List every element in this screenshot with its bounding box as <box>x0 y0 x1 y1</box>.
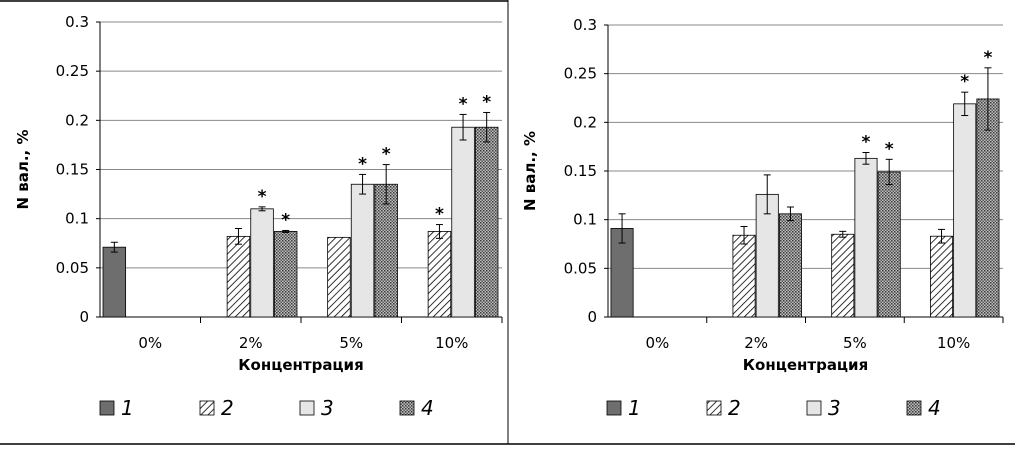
legend-swatch-4 <box>906 400 922 416</box>
significance-mark: * <box>482 92 491 112</box>
x-tick-label: 10% <box>937 334 970 352</box>
legend-swatch-1 <box>99 400 115 416</box>
y-tick-label: 0 <box>79 308 89 326</box>
x-tick-label: 5% <box>339 334 363 352</box>
y-tick-label: 0.1 <box>65 210 89 228</box>
significance-mark: * <box>885 139 894 159</box>
y-tick-label: 0.05 <box>56 259 89 277</box>
legend-label-3: 3 <box>321 396 334 420</box>
bar-series-2 <box>226 235 251 318</box>
significance-mark: * <box>382 145 391 165</box>
x-tick-label: 2% <box>744 334 768 352</box>
x-axis-title: Концентрация <box>743 356 868 374</box>
legend-label-1: 1 <box>121 396 134 420</box>
bar-series-4 <box>273 231 298 318</box>
significance-mark: * <box>258 187 267 207</box>
significance-mark: * <box>281 210 290 230</box>
chart-panel-1: 0 0.05 0.1 0.15 0.2 0.25 0.3 0% 2% 5% 10% * * * * * * * N … <box>14 13 503 420</box>
significance-mark: * <box>862 133 871 153</box>
legend-label-1: 1 <box>628 396 641 420</box>
legend-swatch-2 <box>199 400 215 416</box>
y-tick-label: 0.25 <box>564 65 597 83</box>
y-tick-label: 0.15 <box>56 161 89 179</box>
y-tick-label: 0.3 <box>65 13 89 31</box>
legend-label-2: 2 <box>221 396 234 420</box>
y-axis-title: N вал., % <box>14 129 32 209</box>
bar-series-4 <box>778 213 802 318</box>
x-tick-label: 2% <box>239 334 263 352</box>
legend: 1 2 3 4 <box>606 396 941 420</box>
legend-label-4: 4 <box>421 396 434 420</box>
legend-swatch-4 <box>399 400 415 416</box>
bar-series-2 <box>831 233 855 318</box>
x-tick-label: 0% <box>645 334 669 352</box>
significance-mark: * <box>960 72 969 92</box>
y-tick-label: 0.25 <box>56 62 89 80</box>
bar-series-2 <box>327 236 351 318</box>
significance-mark: * <box>435 205 444 225</box>
bar-series-2 <box>732 234 756 318</box>
bar-series-3 <box>451 126 475 318</box>
y-tick-label: 0.2 <box>573 113 597 131</box>
x-axis-title: Концентрация <box>238 356 363 374</box>
bar-series-2 <box>427 231 452 318</box>
y-axis-title: N вал., % <box>521 131 539 211</box>
x-tick-label: 0% <box>138 334 162 352</box>
legend-swatch-2 <box>706 400 722 416</box>
chart-panel-2: 0 0.05 0.1 0.15 0.2 0.25 0.3 0% 2% 5% 10% * * * * N вал… <box>521 16 1004 420</box>
legend: 1 2 3 4 <box>99 396 434 420</box>
y-tick-label: 0.3 <box>573 16 597 34</box>
x-tick-label: 10% <box>435 334 468 352</box>
x-tick-label: 5% <box>843 334 867 352</box>
bar-series-3 <box>854 157 878 318</box>
bar-series-1 <box>102 246 127 318</box>
significance-mark: * <box>358 154 367 174</box>
bar-series-3 <box>350 183 375 318</box>
legend-swatch-3 <box>806 400 822 416</box>
bar-series-4 <box>976 98 1000 318</box>
legend-label-2: 2 <box>728 396 741 420</box>
y-tick-label: 0.1 <box>573 211 597 229</box>
legend-label-3: 3 <box>828 396 841 420</box>
bar-series-2 <box>930 235 954 318</box>
y-tick-label: 0.2 <box>65 111 89 129</box>
y-tick-label: 0.05 <box>564 259 597 277</box>
legend-swatch-3 <box>299 400 315 416</box>
bar-series-3 <box>250 208 274 318</box>
bar-series-4 <box>877 171 901 318</box>
y-tick-label: 0 <box>587 308 597 326</box>
significance-mark: * <box>459 94 468 114</box>
y-tick-label: 0.15 <box>564 162 597 180</box>
legend-swatch-1 <box>606 400 622 416</box>
bar-series-4 <box>474 126 499 318</box>
bar-series-3 <box>953 103 977 318</box>
significance-mark: * <box>983 48 992 68</box>
legend-label-4: 4 <box>928 396 941 420</box>
